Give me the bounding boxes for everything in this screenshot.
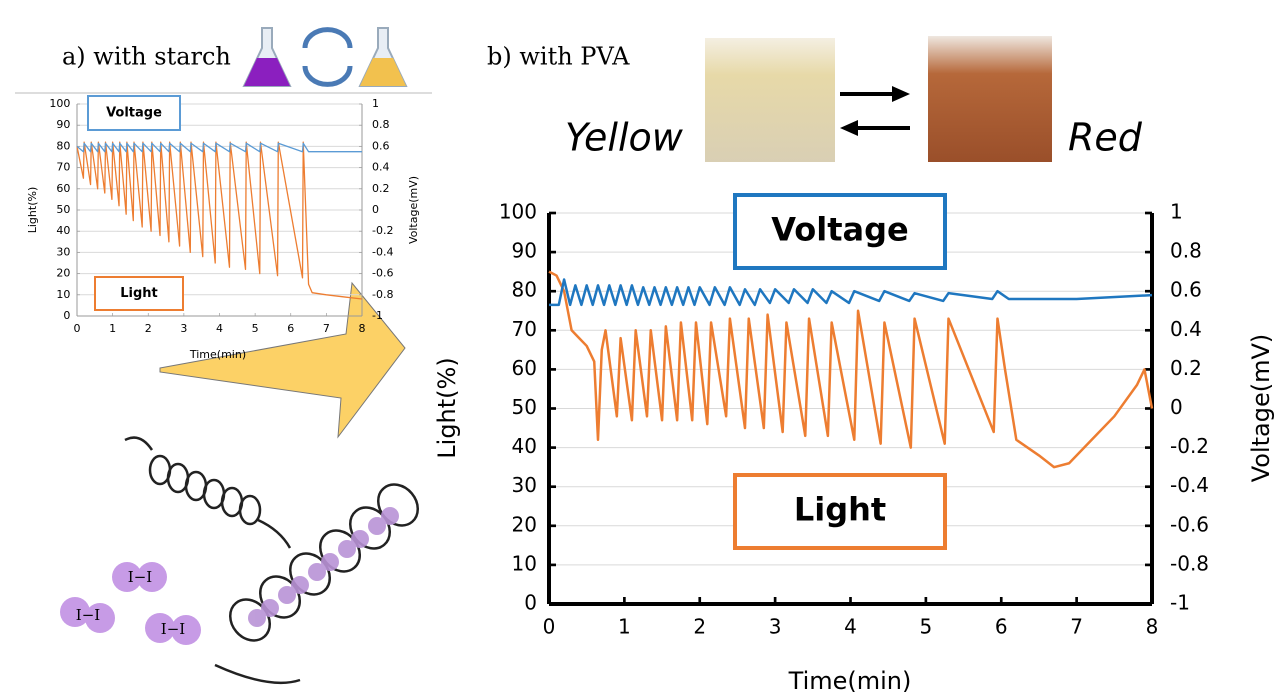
y2-tick-label: 0.8 [1170,239,1202,263]
red-photo [928,36,1052,162]
y2-tick-label: -1 [1170,591,1190,615]
y2-tick-label: -0.2 [372,224,393,237]
y-axis-title: Light(%) [26,187,39,234]
series-label: Voltage [106,106,162,121]
x-tick-label: 1 [109,322,116,335]
y-tick-label: 80 [56,139,70,152]
y2-axis-title: Voltage(mV) [407,176,420,244]
y-tick-label: 50 [512,395,537,419]
y-axis-title: Light(%) [433,357,461,458]
y2-tick-label: 0 [372,203,379,216]
y2-tick-label: -0.8 [372,288,393,301]
yellow-label: Yellow [565,116,684,160]
y-tick-label: 10 [56,288,70,301]
y2-tick-label: 0.8 [372,118,390,131]
x-tick-label: 4 [216,322,223,335]
series-label: Voltage [771,211,908,249]
y-tick-label: 40 [512,434,537,458]
y2-tick-label: 0.4 [372,161,390,174]
x-axis-title: Time(min) [189,348,246,361]
equilibrium-arrows [840,86,910,136]
x-tick-label: 5 [920,615,933,639]
panel-b-title: b) with PVA [487,43,630,71]
y-tick-label: 70 [56,161,70,174]
y2-tick-label: 0.2 [1170,356,1202,380]
series-label: Light [120,286,158,301]
y-tick-label: 60 [56,182,70,195]
x-tick-label: 7 [323,322,330,335]
y2-tick-label: 0.6 [372,139,390,152]
y2-tick-label: 0 [1170,395,1183,419]
x-tick-label: 6 [995,615,1008,639]
x-tick-label: 4 [844,615,857,639]
x-tick-label: 3 [769,615,782,639]
y2-tick-label: -0.4 [1170,473,1209,497]
y2-tick-label: 0.2 [372,182,390,195]
figure: a) with starch b) with PVA Yellow Red [0,0,1276,697]
yellow-photo [705,38,835,162]
y-tick-label: 70 [512,317,537,341]
y2-tick-label: -0.2 [1170,434,1209,458]
molecule-label: I−I [161,620,185,638]
y2-tick-label: -1 [372,309,383,322]
x-tick-label: 2 [693,615,706,639]
y2-tick-label: -0.6 [1170,512,1209,536]
helix-iodine [248,507,399,627]
y-tick-label: 90 [56,118,70,131]
panel-a-title: a) with starch [62,43,231,71]
x-tick-label: 2 [145,322,152,335]
y-tick-label: 0 [524,591,537,615]
y2-tick-label: 0.6 [1170,278,1202,302]
y-tick-label: 80 [512,278,537,302]
y2-tick-label: -0.8 [1170,551,1209,575]
y-tick-label: 60 [512,356,537,380]
red-label: Red [1068,116,1143,160]
molecule-label: I−I [76,606,100,624]
x-axis-title: Time(min) [788,667,912,695]
y-tick-label: 40 [56,224,70,237]
x-tick-label: 8 [359,322,366,335]
y2-tick-label: -0.6 [372,267,393,280]
y2-tick-label: -0.4 [372,245,393,258]
x-tick-label: 1 [618,615,631,639]
y-tick-label: 50 [56,203,70,216]
y-tick-label: 100 [49,97,70,110]
x-tick-label: 8 [1146,615,1159,639]
series-line [77,143,362,151]
x-tick-label: 0 [74,322,81,335]
y-tick-label: 20 [512,512,537,536]
helix-illustration [125,438,426,683]
x-tick-label: 3 [180,322,187,335]
molecule-label: I−I [128,568,152,586]
y-tick-label: 30 [512,473,537,497]
series-line [77,142,362,299]
y-tick-label: 30 [56,245,70,258]
x-tick-label: 6 [287,322,294,335]
x-tick-label: 0 [543,615,556,639]
x-tick-label: 5 [252,322,259,335]
y-tick-label: 20 [56,267,70,280]
y-tick-label: 90 [512,239,537,263]
flask-icons [244,28,406,86]
y-tick-label: 0 [63,309,70,322]
y-tick-label: 100 [499,200,537,224]
series-label: Light [794,491,886,529]
y-tick-label: 10 [512,551,537,575]
x-tick-label: 7 [1070,615,1083,639]
y2-tick-label: 1 [372,97,379,110]
y2-tick-label: 1 [1170,200,1183,224]
series-line [549,279,1152,304]
y2-axis-title: Voltage(mV) [1247,334,1275,483]
y2-tick-label: 0.4 [1170,317,1202,341]
